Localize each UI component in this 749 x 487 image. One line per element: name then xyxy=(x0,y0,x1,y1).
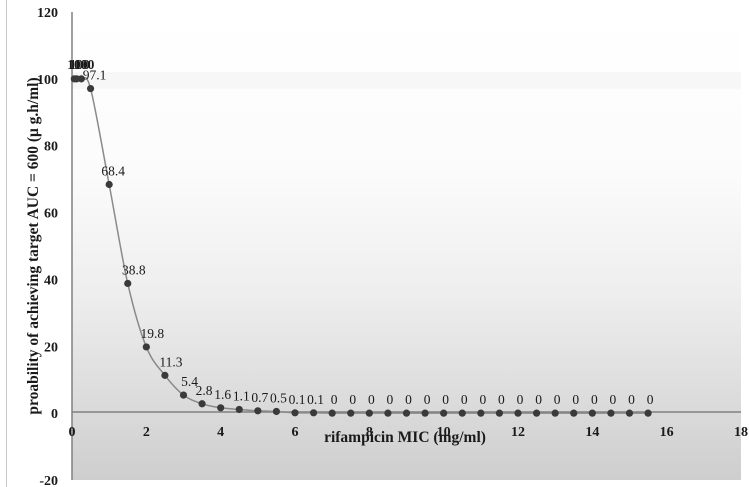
data-point-marker xyxy=(86,84,95,93)
data-point-label: 100 xyxy=(74,57,95,72)
y-tick-label: 40 xyxy=(44,273,58,288)
data-point-label: 0 xyxy=(405,392,412,407)
data-point-label: 0.7 xyxy=(251,390,268,405)
data-point-label: 0 xyxy=(647,392,654,407)
data-point-label: 0 xyxy=(331,392,338,407)
x-tick-label: 6 xyxy=(292,425,299,440)
data-point-marker xyxy=(570,409,578,417)
data-point-marker xyxy=(254,407,262,415)
x-tick-label: 4 xyxy=(217,425,224,440)
data-point-marker xyxy=(625,409,634,417)
data-point-label: 0 xyxy=(610,392,617,407)
data-point-marker xyxy=(365,409,373,417)
data-point-marker xyxy=(179,391,188,399)
x-tick-label: 18 xyxy=(734,425,748,440)
data-point-marker xyxy=(458,409,466,417)
data-point-label: 0 xyxy=(442,392,449,407)
data-point-marker xyxy=(124,279,132,288)
data-point-marker xyxy=(440,409,448,417)
data-point-label: 0 xyxy=(628,392,635,407)
data-point-marker xyxy=(309,409,318,417)
data-point-label: 1.1 xyxy=(233,388,250,403)
data-point-label: 0 xyxy=(461,392,468,407)
x-axis-ticks: 0 2 4 6 8 10 12 14 16 18 xyxy=(69,425,749,440)
data-point-marker xyxy=(514,409,522,417)
data-point-marker xyxy=(384,409,392,417)
y-tick-label: 80 xyxy=(44,140,58,155)
y-tick-label: 0 xyxy=(51,407,58,422)
data-point-marker xyxy=(217,404,225,412)
x-axis-title: rifampicin MIC (mg/ml) xyxy=(324,429,486,446)
data-point-label: 100 xyxy=(70,57,91,72)
x-tick-label: 2 xyxy=(143,425,150,440)
data-point-label: 68.4 xyxy=(101,163,125,178)
data-point-marker xyxy=(644,409,652,417)
data-point-marker xyxy=(235,405,243,414)
y-tick-label: 20 xyxy=(44,340,58,355)
data-point-label: 19.8 xyxy=(141,326,165,341)
data-point-marker xyxy=(105,180,113,189)
data-point-marker xyxy=(551,409,559,417)
x-tick-label: 14 xyxy=(585,425,599,440)
plot-area xyxy=(72,12,741,480)
data-point-label: 0 xyxy=(572,392,579,407)
data-point-label: 0 xyxy=(554,392,561,407)
data-point-label: 2.8 xyxy=(196,383,213,398)
data-point-label: 0 xyxy=(591,392,598,407)
data-point-marker xyxy=(477,409,485,417)
x-tick-label: 0 xyxy=(69,425,76,440)
data-point-label: 38.8 xyxy=(122,262,146,277)
band xyxy=(72,72,741,89)
data-point-label: 11.3 xyxy=(159,354,182,369)
data-point-label: 0 xyxy=(479,392,486,407)
x-tick-label: 16 xyxy=(660,425,674,440)
data-point-marker xyxy=(402,409,411,417)
data-point-label: 0 xyxy=(368,392,375,407)
data-point-label: 5.4 xyxy=(181,374,198,389)
data-point-marker xyxy=(347,409,355,417)
data-point-marker xyxy=(588,409,596,417)
data-point-marker xyxy=(291,409,299,417)
background-bands xyxy=(72,72,741,89)
data-point-label: 0 xyxy=(424,392,431,407)
data-point-marker xyxy=(607,409,615,417)
data-point-marker xyxy=(161,371,169,379)
data-point-label: 0.5 xyxy=(270,390,287,405)
data-point-label: 0.1 xyxy=(307,392,324,407)
data-point-label: 0 xyxy=(535,392,542,407)
data-point-marker xyxy=(328,409,336,417)
data-point-marker xyxy=(142,343,150,351)
data-point-label: 0 xyxy=(387,392,394,407)
data-point-marker xyxy=(532,409,541,417)
data-point-label: 97.1 xyxy=(83,68,107,83)
x-tick-label: 8 xyxy=(366,425,373,440)
x-tick-label: 10 xyxy=(437,425,451,440)
data-point-label: 0 xyxy=(517,392,524,407)
figure-left-border xyxy=(6,0,7,487)
y-tick-label: 100 xyxy=(37,73,58,88)
x-tick-label: 12 xyxy=(511,425,525,440)
data-point-label: 100 xyxy=(67,57,88,72)
y-axis-title: proability of achieving target AUC = 600… xyxy=(25,77,42,414)
data-point-label: 0 xyxy=(349,392,356,407)
y-tick-label: 60 xyxy=(44,207,58,222)
data-point-marker xyxy=(272,407,281,416)
y-tick-label: 120 xyxy=(37,6,58,21)
data-point-marker xyxy=(77,75,85,83)
data-point-marker xyxy=(495,409,504,417)
data-point-marker xyxy=(421,409,429,417)
data-markers xyxy=(70,75,652,417)
y-tick-label: -20 xyxy=(39,474,58,487)
data-point-label: 1.6 xyxy=(214,387,231,402)
y-axis-ticks: -20 0 20 40 60 80 100 120 xyxy=(37,6,58,487)
data-point-label: 0 xyxy=(498,392,505,407)
data-point-label: 0.1 xyxy=(289,392,306,407)
data-point-marker xyxy=(198,400,206,408)
